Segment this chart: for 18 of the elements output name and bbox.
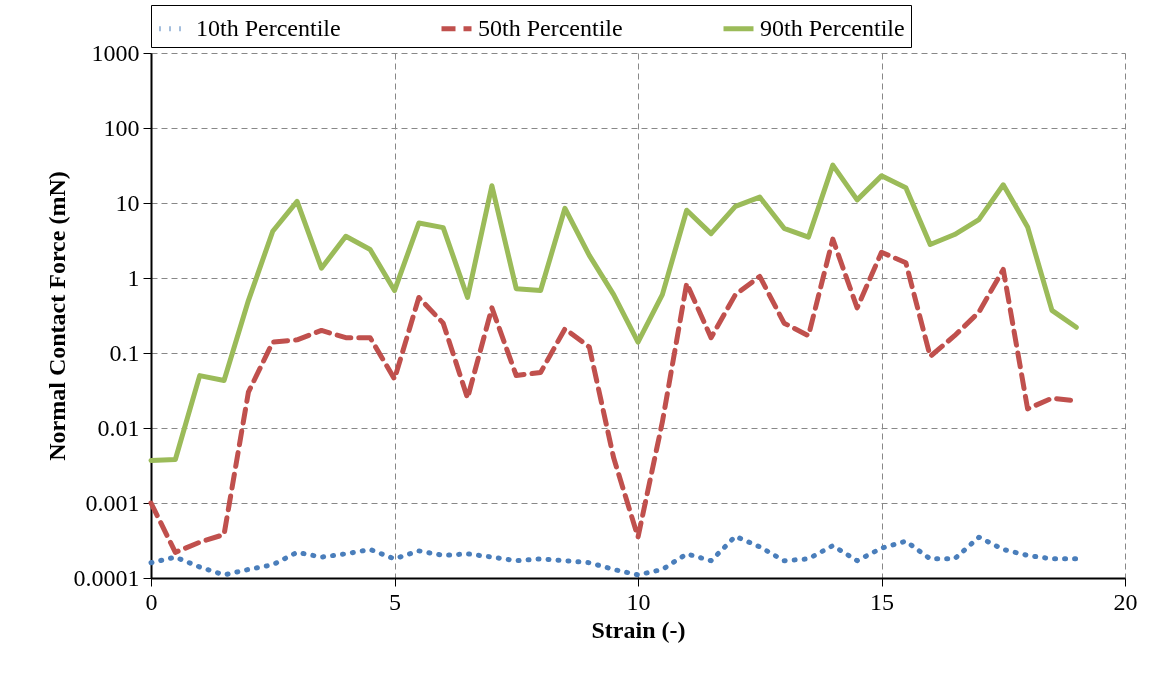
legend-label: 10th Percentile: [196, 14, 341, 41]
y-tick-label: 0.01: [97, 414, 140, 441]
x-tick-label: 0: [145, 588, 158, 615]
y-tick-label: 1000: [91, 39, 140, 66]
y-tick-label: 0.0001: [73, 564, 140, 591]
x-tick-label: 10: [626, 588, 651, 615]
legend-label: 90th Percentile: [760, 14, 905, 41]
x-tick-label: 5: [389, 588, 401, 615]
x-tick-label: 20: [1113, 588, 1138, 615]
y-axis-title: Normal Contact Force (mN): [43, 171, 70, 461]
y-tick-label: 0.001: [85, 489, 140, 516]
y-tick-label: 10: [115, 189, 140, 216]
y-tick-label: 1: [127, 264, 140, 291]
y-tick-label: 0.1: [109, 339, 140, 366]
x-tick-label: 15: [870, 588, 894, 615]
legend-label: 50th Percentile: [478, 14, 623, 41]
y-tick-label: 100: [103, 114, 140, 141]
x-axis-title: Strain (-): [591, 616, 686, 643]
